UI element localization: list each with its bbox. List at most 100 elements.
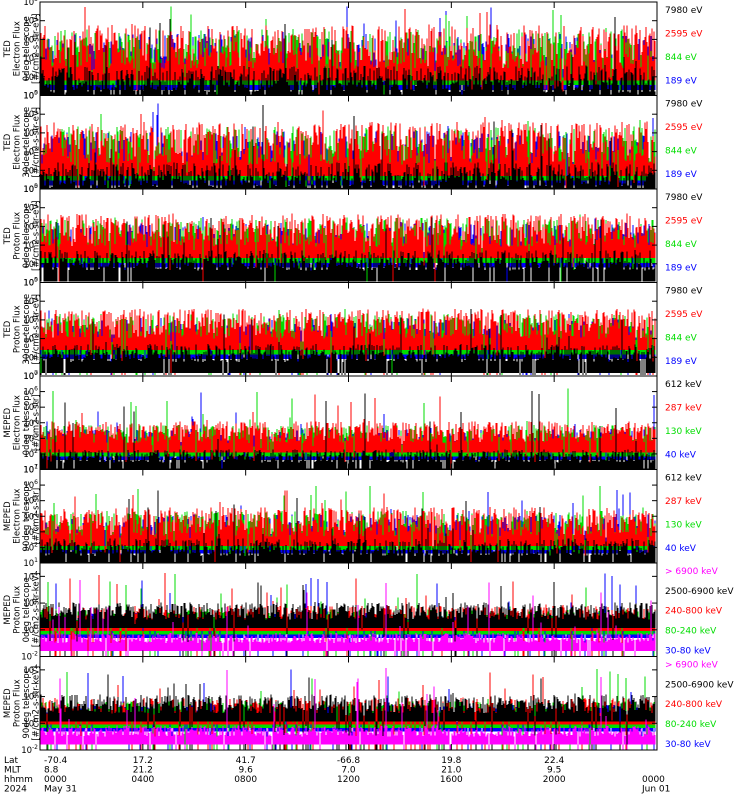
- legend-entry: 30-80 keV: [665, 646, 711, 656]
- y-axis-label: TEDElectron Flux0deg telescope[#/cm2-s-s…: [3, 14, 42, 84]
- legend-entry: 7980 eV: [665, 287, 703, 297]
- y-axis-label: MEPEDElectron Flux0deg telescope[#/cm2-s…: [3, 390, 42, 455]
- legend-entry: > 6900 keV: [665, 661, 719, 671]
- ephemeris-hhmm: 1600: [440, 775, 463, 785]
- ephemeris-lat: -66.8: [337, 756, 361, 766]
- y-axis-label: TEDElectron Flux30deg telescope[#/cm2-s-…: [3, 107, 42, 178]
- series-trace-1: [40, 308, 656, 376]
- panel-traces: [40, 6, 656, 96]
- legend-entry: 189 eV: [665, 264, 698, 274]
- ephemeris-row-label: MLT: [4, 766, 22, 776]
- ephemeris-mlt: 7.0: [341, 766, 356, 776]
- legend-entry: 30-80 keV: [665, 740, 711, 750]
- legend-entry: 189 eV: [665, 170, 698, 180]
- legend-entry: 287 keV: [665, 404, 702, 414]
- ephemeris-lat: 41.7: [236, 756, 256, 766]
- ephemeris-hhmm: 0000: [642, 775, 665, 785]
- legend-entry: 844 eV: [665, 53, 698, 63]
- panel-traces: [40, 308, 656, 376]
- legend-entry: 2500-6900 keV: [665, 680, 734, 690]
- legend-entry: 7980 eV: [665, 100, 703, 110]
- y-axis-label: TEDProton Flux0deg telescope[#/cm2-s-str…: [3, 201, 42, 271]
- legend-entry: 80-240 keV: [665, 627, 717, 637]
- legend-entry: 240-800 keV: [665, 700, 723, 710]
- y-axis-label: TEDProton Flux30deg telescope[#/cm2-s-st…: [3, 294, 42, 365]
- series-trace-1: [40, 213, 656, 282]
- legend-entry: 40 keV: [665, 544, 697, 554]
- ephemeris-mlt: 21.0: [441, 766, 461, 776]
- ephemeris-date: May 31: [44, 785, 77, 795]
- series-trace-0: [40, 17, 656, 96]
- ephemeris-hhmm: 1200: [337, 775, 360, 785]
- legend-entry: 2595 eV: [665, 30, 703, 40]
- y-tick-label: 101: [23, 557, 38, 569]
- ephemeris-mlt: 9.5: [547, 766, 561, 776]
- ephemeris-lat: 19.8: [441, 756, 461, 766]
- ephemeris-hhmm: 0400: [131, 775, 154, 785]
- y-axis-label: MEPEDElectron Flux90deg telescope[#/cm2-…: [3, 481, 42, 552]
- ephemeris-hhmm: 2000: [543, 775, 566, 785]
- legend-entry: 40 keV: [665, 451, 697, 461]
- legend-entry: 844 eV: [665, 147, 698, 157]
- panel-traces: [40, 486, 656, 563]
- ephemeris-mlt: 9.6: [239, 766, 254, 776]
- legend-entry: 844 eV: [665, 240, 698, 250]
- legend-entry: 287 keV: [665, 497, 702, 507]
- ephemeris-mlt: 8.8: [44, 766, 59, 776]
- y-tick-label: 107: [23, 370, 38, 382]
- y-tick-label: 105: [23, 277, 38, 289]
- ephemeris-lat: 22.4: [544, 756, 564, 766]
- series-trace-1: [40, 674, 656, 750]
- legend-entry: > 6900 keV: [665, 567, 719, 577]
- legend-entry: 240-800 keV: [665, 607, 723, 617]
- legend-entry: 189 eV: [665, 357, 698, 367]
- legend-entry: 2595 eV: [665, 123, 703, 133]
- legend-entry: 2500-6900 keV: [665, 587, 734, 597]
- ephemeris-mlt: 21.2: [133, 766, 153, 776]
- ephemeris-lat: 17.2: [133, 756, 153, 766]
- y-tick-label: 10-2: [21, 744, 38, 756]
- y-axis-label: MEPEDProton Flux0deg telescope[#/cm2-s-s…: [3, 572, 42, 647]
- legend-entry: 7980 eV: [665, 6, 703, 16]
- legend-entry: 130 keV: [665, 427, 702, 437]
- legend-entry: 80-240 keV: [665, 720, 717, 730]
- series-trace-0: [40, 217, 656, 282]
- legend-entry: 2595 eV: [665, 217, 703, 227]
- ephemeris-hhmm: 0800: [234, 775, 257, 785]
- ephemeris-date: Jun 01: [641, 785, 670, 795]
- panel-traces: [40, 573, 656, 656]
- panel-traces: [40, 388, 656, 470]
- series-trace-1: [40, 582, 656, 656]
- series-trace-0: [40, 579, 656, 656]
- series-trace-0: [40, 308, 656, 376]
- legend-entry: 2595 eV: [665, 310, 703, 320]
- y-tick-label: 105: [23, 0, 38, 8]
- panel-traces: [40, 668, 656, 750]
- ephemeris-row-label: Lat: [4, 756, 19, 766]
- legend-entry: 189 eV: [665, 77, 698, 87]
- y-tick-label: 107: [23, 464, 38, 476]
- y-axis-label: MEPEDProton Flux90deg telescope[#/cm2-s-…: [3, 666, 42, 741]
- legend-entry: 844 eV: [665, 334, 698, 344]
- ephemeris-row-label: 2024: [4, 785, 27, 795]
- y-tick-label: 105: [23, 90, 38, 102]
- panel-traces: [40, 213, 656, 282]
- series-trace-1: [40, 490, 656, 563]
- ephemeris-lat: -70.4: [44, 756, 68, 766]
- y-tick-label: 105: [23, 183, 38, 195]
- ephemeris-hhmm: 0000: [44, 775, 67, 785]
- legend-entry: 612 keV: [665, 474, 702, 484]
- y-tick-label: 10-2: [21, 651, 38, 663]
- legend-entry: 130 keV: [665, 521, 702, 531]
- legend-entry: 7980 eV: [665, 193, 703, 203]
